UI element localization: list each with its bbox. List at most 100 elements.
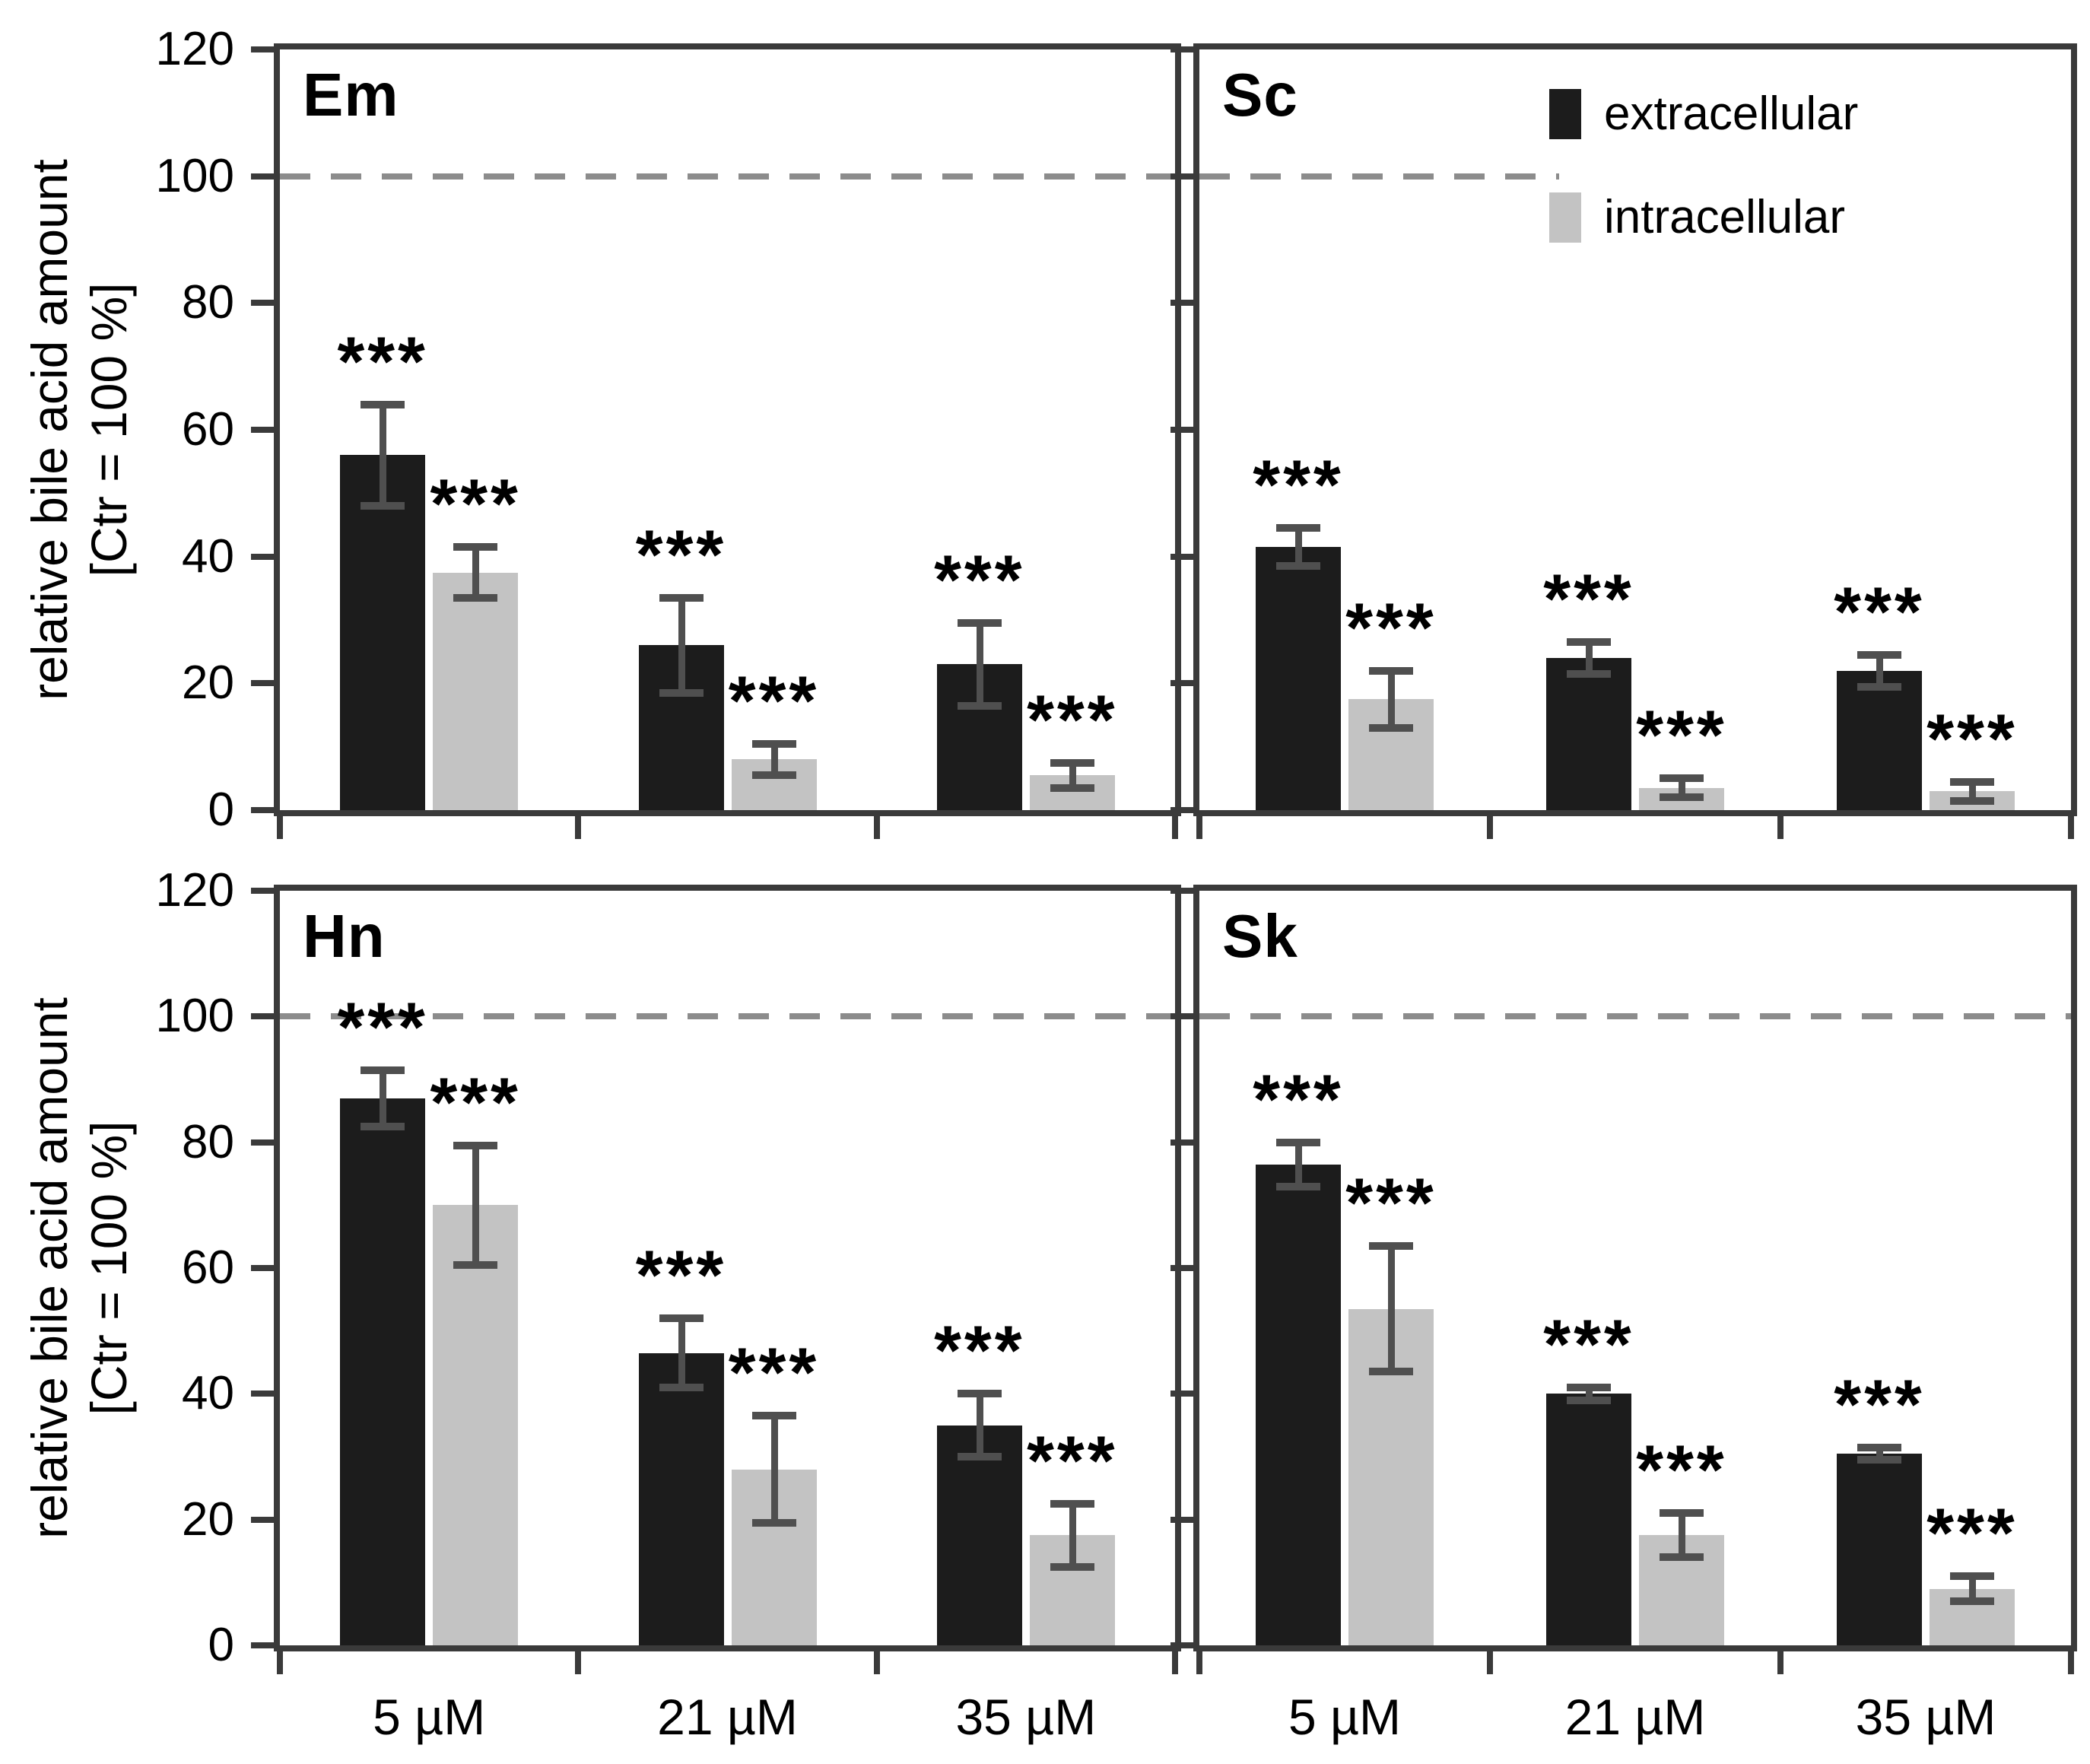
x-tick [1487, 1651, 1493, 1674]
error-bar-cap-bottom [1950, 796, 1994, 805]
x-group-label: 35 µM [955, 1689, 1097, 1745]
y-tick [251, 680, 274, 687]
x-tick [1172, 1651, 1178, 1674]
y-tick [251, 1139, 274, 1146]
significance-stars: *** [728, 1334, 820, 1413]
legend-swatch-extracellular-icon [1549, 89, 1581, 139]
error-bar-cap-top [1950, 777, 1994, 786]
y-tick [1170, 1139, 1193, 1146]
panel-label-sc: Sc [1222, 61, 1298, 129]
bar-intracellular [433, 1205, 519, 1645]
error-bar-cap-bottom [453, 1260, 498, 1269]
error-bar-cap-top [659, 1314, 704, 1323]
significance-stars: *** [430, 1063, 521, 1142]
legend-label-intracellular: intracellular [1604, 191, 1846, 243]
x-tick [1777, 1651, 1783, 1674]
y-tick [251, 1265, 274, 1271]
error-bar [380, 1070, 387, 1127]
y-tick-label: 40 [182, 1367, 234, 1420]
bar-extracellular [1546, 1394, 1631, 1645]
error-bar-cap-top [1567, 1384, 1611, 1392]
error-bar-cap-top [1369, 1242, 1413, 1251]
y-tick-label: 80 [182, 276, 234, 329]
significance-stars: *** [1636, 697, 1727, 775]
error-bar-cap-bottom [1276, 562, 1320, 571]
significance-stars: *** [1253, 1060, 1344, 1139]
significance-stars: *** [1926, 1495, 2018, 1573]
y-tick-label: 100 [155, 149, 234, 202]
legend-label-extracellular: extracellular [1604, 87, 1859, 140]
bar-extracellular [1256, 1164, 1341, 1645]
y-tick [1170, 300, 1193, 307]
bar-extracellular [340, 1098, 426, 1645]
error-bar [1295, 528, 1302, 567]
error-bar-cap-bottom [1857, 1456, 1901, 1464]
legend-entry-extracellular: extracellular [1549, 89, 1858, 139]
significance-stars: *** [337, 988, 428, 1066]
error-bar-cap-bottom [1276, 1182, 1320, 1190]
significance-stars: *** [934, 1312, 1025, 1391]
error-bar-cap-top [361, 400, 405, 408]
error-bar-cap-bottom [1050, 1562, 1094, 1571]
bar-extracellular [1546, 658, 1631, 810]
y-tick [251, 300, 274, 307]
error-bar-cap-bottom [1567, 669, 1611, 678]
y-axis-title-line1: relative bile acid amount [21, 159, 78, 701]
error-bar [472, 1145, 480, 1265]
y-tick [1170, 553, 1193, 560]
error-bar [380, 404, 387, 506]
y-tick-label: 100 [155, 990, 234, 1043]
error-bar-cap-top [751, 739, 796, 748]
bar-extracellular [340, 455, 426, 810]
y-tick [251, 1391, 274, 1397]
bar-extracellular [1256, 547, 1341, 810]
y-tick [1170, 427, 1193, 433]
error-bar [976, 1394, 983, 1457]
y-tick-label: 20 [182, 656, 234, 710]
y-tick [1170, 1642, 1193, 1648]
x-tick [277, 816, 283, 839]
y-tick-label: 120 [155, 864, 234, 917]
error-bar-cap-bottom [1369, 1368, 1413, 1376]
x-tick [575, 816, 582, 839]
x-tick [1172, 816, 1178, 839]
y-tick [251, 553, 274, 560]
error-bar-cap-bottom [361, 502, 405, 510]
error-bar [678, 1318, 685, 1388]
error-bar-cap-bottom [659, 1384, 704, 1392]
y-tick [251, 807, 274, 813]
panel-label-sk: Sk [1222, 902, 1298, 970]
reference-line-100 [1199, 173, 1560, 180]
y-tick-label: 0 [208, 783, 234, 836]
y-tick [251, 1516, 274, 1523]
y-tick [1170, 888, 1193, 894]
error-bar [1876, 1447, 1883, 1460]
error-bar-cap-bottom [453, 593, 498, 602]
significance-stars: *** [1345, 589, 1437, 667]
y-tick [251, 1013, 274, 1020]
error-bar [1388, 670, 1395, 728]
error-bar-cap-top [957, 619, 1002, 628]
error-bar [1388, 1246, 1395, 1372]
error-bar [1586, 1387, 1593, 1400]
error-bar-cap-bottom [659, 688, 704, 697]
error-bar-cap-top [453, 543, 498, 551]
significance-stars: *** [635, 1237, 727, 1315]
significance-stars: *** [1926, 700, 2018, 778]
error-bar [1679, 1513, 1685, 1558]
significance-stars: *** [635, 516, 727, 594]
y-tick [1170, 680, 1193, 687]
x-tick [277, 1651, 283, 1674]
error-bar [770, 743, 778, 776]
x-tick [1777, 816, 1783, 839]
error-bar-cap-top [659, 593, 704, 602]
error-bar-cap-bottom [1660, 1553, 1704, 1562]
significance-stars: *** [1027, 1422, 1118, 1500]
error-bar [976, 623, 983, 706]
error-bar-cap-bottom [361, 1123, 405, 1130]
panel-sc: Sc extracellular intracellular [1193, 43, 2077, 816]
x-tick [1196, 1651, 1202, 1674]
y-tick-label: 0 [208, 1619, 234, 1671]
y-tick [1170, 1013, 1193, 1020]
